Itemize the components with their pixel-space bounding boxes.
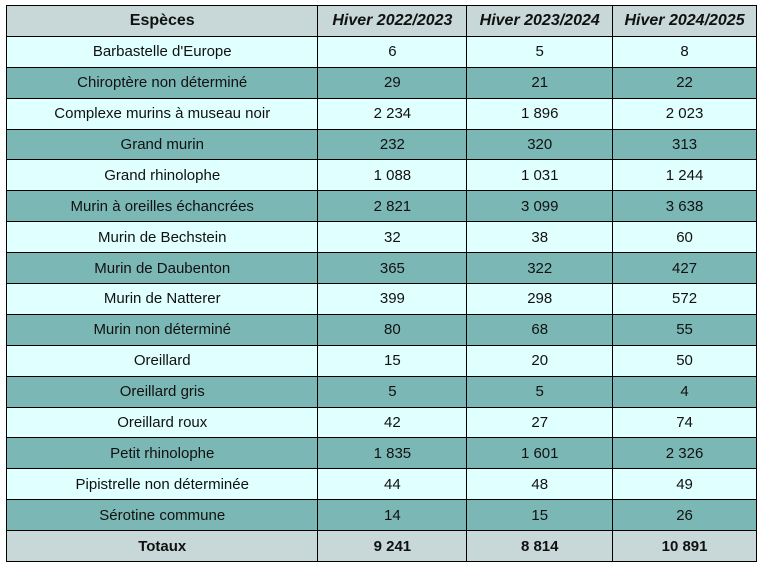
winter-2022-2023-cell: 365 xyxy=(317,252,468,285)
winter-2023-2024-cell: 48 xyxy=(466,468,614,501)
winter-2023-2024-cell: 1 896 xyxy=(466,97,614,130)
header-species: Espèces xyxy=(5,5,319,37)
table-row: Petit rhinolophe 1 835 1 601 2 326 xyxy=(5,437,757,470)
table-row: Barbastelle d'Europe 6 5 8 xyxy=(5,35,757,68)
table-row: Pipistrelle non déterminée 44 48 49 xyxy=(5,468,757,501)
winter-2022-2023-cell: 44 xyxy=(317,468,468,501)
winter-2024-2025-cell: 22 xyxy=(612,66,757,99)
winter-2022-2023-cell: 2 821 xyxy=(317,190,468,223)
winter-2024-2025-cell: 26 xyxy=(612,499,757,532)
table-row: Oreillard gris 5 5 4 xyxy=(5,375,757,408)
winter-2022-2023-cell: 80 xyxy=(317,313,468,346)
winter-2023-2024-cell: 3 099 xyxy=(466,190,614,223)
winter-2023-2024-cell: 27 xyxy=(466,406,614,439)
table-row: Murin à oreilles échancrées 2 821 3 099 3 6… xyxy=(5,190,757,223)
winter-2022-2023-cell: 29 xyxy=(317,66,468,99)
winter-2024-2025-cell: 2 326 xyxy=(612,437,757,470)
winter-2023-2024-cell: 20 xyxy=(466,344,614,377)
species-cell: Murin non déterminé xyxy=(5,313,319,346)
winter-2022-2023-cell: 2 234 xyxy=(317,97,468,130)
species-cell: Petit rhinolophe xyxy=(5,437,319,470)
table-row: Complexe murins à museau noir 2 234 1 896 2… xyxy=(5,97,757,130)
winter-2022-2023-cell: 1 088 xyxy=(317,159,468,192)
species-cell: Murin à oreilles échancrées xyxy=(5,190,319,223)
species-cell: Oreillard xyxy=(5,344,319,377)
winter-2023-2024-cell: 320 xyxy=(466,128,614,161)
winter-2024-2025-cell: 4 xyxy=(612,375,757,408)
winter-2023-2024-cell: 68 xyxy=(466,313,614,346)
winter-2024-2025-cell: 8 xyxy=(612,35,757,68)
winter-2022-2023-cell: 6 xyxy=(317,35,468,68)
species-cell: Chiroptère non déterminé xyxy=(5,66,319,99)
winter-2024-2025-cell: 572 xyxy=(612,283,757,315)
species-cell: Complexe murins à museau noir xyxy=(5,97,319,130)
winter-2022-2023-cell: 1 835 xyxy=(317,437,468,470)
table-row: Grand murin 232 320 313 xyxy=(5,128,757,161)
winter-2022-2023-cell: 32 xyxy=(317,221,468,254)
winter-2023-2024-cell: 38 xyxy=(466,221,614,254)
species-cell: Grand murin xyxy=(5,128,319,161)
header-winter-2022-2023: Hiver 2022/2023 xyxy=(317,5,468,37)
winter-2024-2025-cell: 1 244 xyxy=(612,159,757,192)
species-cell: Oreillard roux xyxy=(5,406,319,439)
table-row: Grand rhinolophe 1 088 1 031 1 244 xyxy=(5,159,757,192)
total-winter-2024-2025-cell: 10 891 xyxy=(612,530,757,563)
table-row: Murin non déterminé 80 68 55 xyxy=(5,313,757,346)
header-winter-2023-2024: Hiver 2023/2024 xyxy=(466,5,614,37)
table-row: Murin de Bechstein 32 38 60 xyxy=(5,221,757,254)
winter-2023-2024-cell: 21 xyxy=(466,66,614,99)
winter-2023-2024-cell: 5 xyxy=(466,375,614,408)
winter-2024-2025-cell: 55 xyxy=(612,313,757,346)
species-cell: Barbastelle d'Europe xyxy=(5,35,319,68)
species-cell: Sérotine commune xyxy=(5,499,319,532)
winter-2023-2024-cell: 5 xyxy=(466,35,614,68)
header-winter-2024-2025: Hiver 2024/2025 xyxy=(612,5,757,37)
total-winter-2022-2023-cell: 9 241 xyxy=(317,530,468,563)
species-table: Espèces Hiver 2022/2023 Hiver 2023/2024 … xyxy=(5,5,757,563)
winter-2022-2023-cell: 232 xyxy=(317,128,468,161)
winter-2023-2024-cell: 15 xyxy=(466,499,614,532)
winter-2023-2024-cell: 298 xyxy=(466,283,614,315)
species-cell: Murin de Bechstein xyxy=(5,221,319,254)
winter-2022-2023-cell: 14 xyxy=(317,499,468,532)
total-winter-2023-2024-cell: 8 814 xyxy=(466,530,614,563)
winter-2024-2025-cell: 313 xyxy=(612,128,757,161)
winter-2022-2023-cell: 399 xyxy=(317,283,468,315)
species-cell: Grand rhinolophe xyxy=(5,159,319,192)
winter-2024-2025-cell: 74 xyxy=(612,406,757,439)
table-row: Oreillard roux 42 27 74 xyxy=(5,406,757,439)
table-row: Sérotine commune 14 15 26 xyxy=(5,499,757,532)
header-row: Espèces Hiver 2022/2023 Hiver 2023/2024 … xyxy=(5,5,757,37)
winter-2024-2025-cell: 2 023 xyxy=(612,97,757,130)
winter-2024-2025-cell: 427 xyxy=(612,252,757,285)
table-row: Oreillard 15 20 50 xyxy=(5,344,757,377)
species-cell: Murin de Natterer xyxy=(5,283,319,315)
winter-2023-2024-cell: 1 031 xyxy=(466,159,614,192)
table-row: Chiroptère non déterminé 29 21 22 xyxy=(5,66,757,99)
winter-2022-2023-cell: 15 xyxy=(317,344,468,377)
table-row: Murin de Natterer 399 298 572 xyxy=(5,283,757,315)
winter-2022-2023-cell: 5 xyxy=(317,375,468,408)
winter-2024-2025-cell: 49 xyxy=(612,468,757,501)
species-cell: Oreillard gris xyxy=(5,375,319,408)
totals-label: Totaux xyxy=(5,530,319,563)
winter-2023-2024-cell: 322 xyxy=(466,252,614,285)
winter-2024-2025-cell: 3 638 xyxy=(612,190,757,223)
species-cell: Pipistrelle non déterminée xyxy=(5,468,319,501)
winter-2022-2023-cell: 42 xyxy=(317,406,468,439)
winter-2023-2024-cell: 1 601 xyxy=(466,437,614,470)
totals-row: Totaux 9 241 8 814 10 891 xyxy=(5,530,757,563)
table-row: Murin de Daubenton 365 322 427 xyxy=(5,252,757,285)
winter-2024-2025-cell: 50 xyxy=(612,344,757,377)
winter-2024-2025-cell: 60 xyxy=(612,221,757,254)
species-cell: Murin de Daubenton xyxy=(5,252,319,285)
